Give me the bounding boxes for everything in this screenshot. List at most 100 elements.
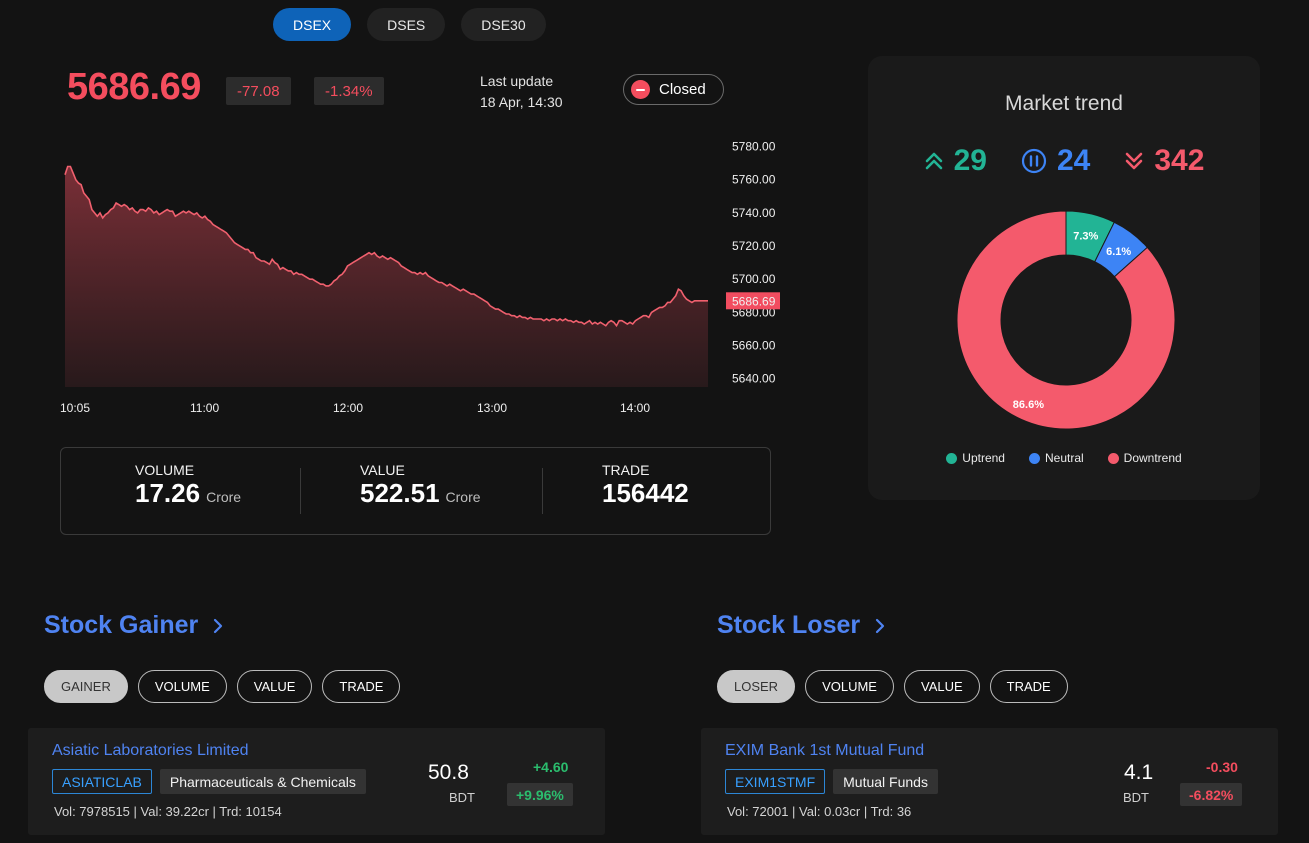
x-tick-label: 10:05 (60, 401, 90, 415)
stock-meta: Vol: 7978515 | Val: 39.22cr | Trd: 10154 (54, 804, 282, 819)
stock-gainer-title: Stock Gainer (44, 611, 199, 639)
stock-tags: EXIM1STMF Mutual Funds (725, 769, 938, 794)
chart-series-line (64, 165, 708, 328)
uptrend-count-value: 29 (953, 144, 987, 177)
volume-unit: Crore (206, 489, 242, 505)
value-unit: Crore (445, 489, 481, 505)
legend-label: Uptrend (962, 451, 1005, 465)
legend-neutral[interactable]: Neutral (1028, 451, 1084, 465)
stock-name[interactable]: EXIM Bank 1st Mutual Fund (725, 742, 925, 759)
chip-volume[interactable]: VOLUME (137, 670, 227, 703)
stock-meta: Vol: 72001 | Val: 0.03cr | Trd: 36 (727, 804, 912, 819)
pause-circle-icon (1021, 148, 1047, 174)
last-update: Last update 18 Apr, 14:30 (480, 71, 563, 113)
stats-divider (542, 468, 543, 514)
loser-stock-card[interactable]: EXIM Bank 1st Mutual Fund EXIM1STMF Mutu… (701, 728, 1278, 835)
chip-loser[interactable]: LOSER (717, 670, 796, 703)
downtrend-count-value: 342 (1154, 144, 1205, 177)
index-intraday-chart: 5780.005760.005740.005720.005700.005680.… (60, 140, 780, 415)
market-trend-panel: Market trend 29 24 342 7.3% 6.1% 86.6% Upt… (868, 56, 1260, 500)
y-tick-label: 5660.00 (732, 339, 776, 353)
last-update-time: 18 Apr, 14:30 (480, 94, 563, 110)
y-tick-label: 5640.00 (732, 372, 776, 386)
x-tick-label: 11:00 (190, 401, 219, 415)
trade-stat: TRADE 156442 (602, 462, 689, 509)
gainer-stock-card[interactable]: Asiatic Laboratories Limited ASIATICLAB … (28, 728, 605, 835)
last-update-label: Last update (480, 73, 554, 89)
chevron-right-icon (214, 618, 223, 633)
chip-volume[interactable]: VOLUME (805, 670, 894, 703)
x-tick-label: 14:00 (620, 401, 650, 415)
stock-loser-heading[interactable]: Stock Loser (717, 611, 886, 640)
tab-dse30[interactable]: DSE30 (461, 8, 546, 41)
chip-value[interactable]: VALUE (903, 670, 980, 703)
legend-dot (946, 452, 958, 464)
stock-price: 50.8 (428, 761, 469, 784)
tab-dsex[interactable]: DSEX (273, 8, 352, 41)
trade-label: TRADE (602, 462, 650, 478)
double-chevron-up-icon (925, 152, 942, 170)
double-chevron-down-icon (1126, 152, 1143, 170)
volume-value: 17.26 (135, 478, 201, 508)
market-trend-title: Market trend (1005, 92, 1123, 115)
stock-change: -0.30 (1206, 759, 1238, 775)
stock-sector-badge: Pharmaceuticals & Chemicals (159, 769, 366, 794)
legend-downtrend[interactable]: Downtrend (1107, 451, 1182, 465)
chip-trade[interactable]: TRADE (989, 670, 1068, 703)
neutral-count: 24 (1021, 144, 1090, 178)
chip-trade[interactable]: TRADE (322, 670, 401, 703)
downtrend-count: 342 (1124, 144, 1204, 178)
index-change-pct-badge: -1.34% (314, 77, 384, 105)
market-trend-counts: 29 24 342 (868, 144, 1260, 178)
chevron-right-icon (876, 618, 885, 633)
stock-gainer-heading[interactable]: Stock Gainer (44, 611, 224, 640)
stock-currency: BDT (449, 790, 475, 805)
donut-slice-downtrend[interactable] (956, 210, 1176, 430)
last-value-marker (726, 292, 780, 310)
stats-divider (300, 468, 301, 514)
value-value: 522.51 (360, 478, 440, 508)
stock-change: +4.60 (533, 759, 569, 775)
y-tick-label: 5780.00 (732, 140, 776, 154)
stock-currency: BDT (1123, 790, 1149, 805)
tab-dses[interactable]: DSES (367, 8, 446, 41)
loser-filter-chips: LOSER VOLUME VALUE TRADE (717, 670, 1068, 703)
stock-price: 4.1 (1124, 761, 1154, 784)
neutral-count-value: 24 (1056, 144, 1091, 177)
market-trend-legend: Uptrend Neutral Downtrend (868, 451, 1260, 465)
stock-sector-badge: Mutual Funds (833, 769, 938, 794)
donut-slice-label: 6.1% (1106, 246, 1131, 258)
y-tick-label: 5700.00 (732, 272, 776, 286)
volume-label: VOLUME (135, 462, 195, 478)
stock-tags: ASIATICLAB Pharmaceuticals & Chemicals (52, 769, 366, 794)
chip-value[interactable]: VALUE (236, 670, 313, 703)
stock-change-pct: -6.82% (1180, 783, 1243, 806)
market-stats-box: VOLUME 17.26 Crore VALUE 522.51 Crore TRAD… (60, 447, 771, 535)
y-tick-label: 5740.00 (732, 206, 776, 220)
y-tick-label: 5760.00 (732, 173, 776, 187)
market-status-label: Closed (659, 81, 706, 98)
legend-label: Downtrend (1123, 451, 1182, 465)
market-trend-donut-chart: 7.3% 6.1% 86.6% (956, 210, 1176, 430)
stock-name[interactable]: Asiatic Laboratories Limited (52, 742, 249, 759)
volume-stat: VOLUME 17.26 Crore (135, 462, 241, 509)
stock-change-pct: +9.96% (507, 783, 573, 806)
value-stat: VALUE 522.51 Crore (360, 462, 481, 509)
legend-uptrend[interactable]: Uptrend (946, 451, 1005, 465)
market-status-pill: Closed (623, 74, 724, 105)
chart-area-fill (65, 166, 708, 387)
value-label: VALUE (360, 462, 405, 478)
legend-dot (1107, 452, 1119, 464)
legend-label: Neutral (1044, 451, 1084, 465)
chip-gainer[interactable]: GAINER (44, 670, 128, 703)
index-change-badge: -77.08 (226, 77, 291, 105)
trade-value: 156442 (602, 478, 689, 508)
index-value: 5686.69 (67, 66, 201, 108)
index-tabs: DSEX DSES DSE30 (273, 8, 546, 41)
closed-icon (631, 80, 650, 99)
stock-loser-title: Stock Loser (717, 611, 861, 639)
uptrend-count: 29 (924, 144, 987, 178)
last-value-label: 5686.69 (732, 294, 776, 308)
legend-dot (1028, 452, 1040, 464)
donut-slice-label: 7.3% (1073, 230, 1098, 242)
